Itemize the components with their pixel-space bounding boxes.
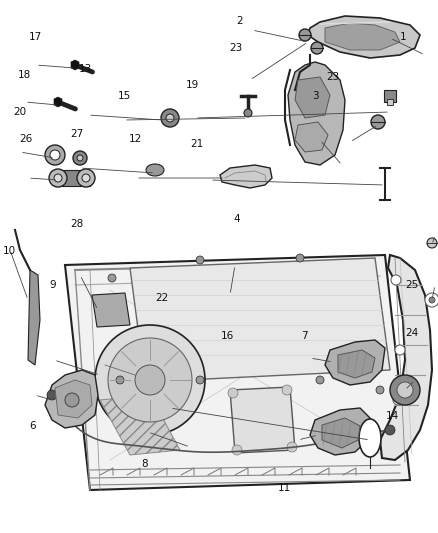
Polygon shape — [325, 340, 385, 385]
Polygon shape — [322, 418, 360, 448]
Circle shape — [299, 29, 311, 41]
Circle shape — [161, 109, 179, 127]
Text: 28: 28 — [70, 219, 83, 229]
Text: 18: 18 — [18, 70, 31, 79]
Polygon shape — [310, 408, 370, 455]
Text: 21: 21 — [191, 139, 204, 149]
Text: 14: 14 — [385, 411, 399, 421]
Circle shape — [65, 393, 79, 407]
Polygon shape — [338, 350, 375, 378]
Polygon shape — [71, 60, 79, 70]
Polygon shape — [92, 293, 130, 327]
Text: 26: 26 — [20, 134, 33, 143]
Bar — [384, 90, 396, 102]
Text: 17: 17 — [29, 33, 42, 42]
Circle shape — [425, 293, 438, 307]
Text: 27: 27 — [70, 130, 83, 139]
Polygon shape — [65, 255, 410, 490]
Polygon shape — [54, 170, 90, 186]
Circle shape — [311, 42, 323, 54]
Circle shape — [73, 151, 87, 165]
Circle shape — [376, 386, 384, 394]
Text: 7: 7 — [301, 331, 308, 341]
Text: 6: 6 — [29, 422, 36, 431]
Polygon shape — [230, 387, 295, 453]
Circle shape — [371, 115, 385, 129]
Polygon shape — [380, 255, 432, 460]
Circle shape — [393, 395, 403, 405]
Circle shape — [50, 150, 60, 160]
Circle shape — [385, 425, 395, 435]
Circle shape — [196, 256, 204, 264]
Circle shape — [316, 376, 324, 384]
Text: 24: 24 — [405, 328, 418, 338]
Text: 13: 13 — [79, 64, 92, 74]
Circle shape — [77, 155, 83, 161]
Circle shape — [296, 254, 304, 262]
Circle shape — [108, 338, 192, 422]
Text: 12: 12 — [129, 134, 142, 143]
Circle shape — [391, 275, 401, 285]
Circle shape — [244, 109, 252, 117]
Circle shape — [390, 375, 420, 405]
Circle shape — [427, 238, 437, 248]
Circle shape — [47, 390, 57, 400]
Polygon shape — [295, 77, 330, 118]
Text: 23: 23 — [326, 72, 339, 82]
Text: 23: 23 — [229, 43, 242, 53]
Circle shape — [166, 114, 174, 122]
Circle shape — [116, 376, 124, 384]
Polygon shape — [45, 370, 98, 428]
Text: 10: 10 — [3, 246, 16, 255]
Text: 19: 19 — [186, 80, 199, 90]
Polygon shape — [130, 258, 390, 382]
Ellipse shape — [146, 164, 164, 176]
Text: 4: 4 — [233, 214, 240, 223]
Polygon shape — [28, 270, 40, 365]
Polygon shape — [295, 122, 328, 152]
Text: 1: 1 — [399, 33, 406, 42]
Polygon shape — [325, 23, 400, 50]
Circle shape — [135, 365, 165, 395]
Polygon shape — [288, 62, 345, 165]
Circle shape — [196, 376, 204, 384]
Circle shape — [232, 445, 242, 455]
Text: 20: 20 — [13, 107, 26, 117]
Text: 2: 2 — [237, 17, 244, 26]
Text: 9: 9 — [49, 280, 56, 290]
Ellipse shape — [359, 419, 381, 457]
Text: 11: 11 — [278, 483, 291, 492]
Polygon shape — [55, 380, 92, 418]
Text: 16: 16 — [221, 331, 234, 341]
Circle shape — [95, 325, 205, 435]
Text: 8: 8 — [141, 459, 148, 469]
Polygon shape — [220, 165, 272, 188]
Text: 22: 22 — [155, 294, 169, 303]
Circle shape — [282, 385, 292, 395]
Bar — [387, 99, 393, 105]
Text: 15: 15 — [118, 91, 131, 101]
Circle shape — [397, 382, 413, 398]
Circle shape — [49, 169, 67, 187]
Polygon shape — [308, 16, 420, 58]
Polygon shape — [100, 395, 180, 455]
Circle shape — [108, 274, 116, 282]
Circle shape — [45, 145, 65, 165]
Circle shape — [57, 385, 87, 415]
Circle shape — [54, 174, 62, 182]
Circle shape — [82, 174, 90, 182]
Polygon shape — [54, 97, 62, 107]
Circle shape — [228, 388, 238, 398]
Text: 3: 3 — [312, 91, 319, 101]
Circle shape — [287, 442, 297, 452]
Circle shape — [77, 169, 95, 187]
Text: 25: 25 — [405, 280, 418, 290]
Circle shape — [395, 345, 405, 355]
Circle shape — [429, 297, 435, 303]
